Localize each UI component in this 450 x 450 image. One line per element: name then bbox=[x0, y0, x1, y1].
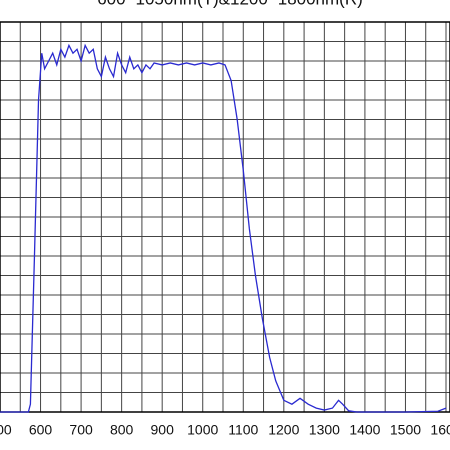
series-line bbox=[0, 43, 447, 413]
x-tick-label: 600 bbox=[29, 422, 53, 438]
x-tick-label: 900 bbox=[151, 422, 175, 438]
x-tick-label: 1000 bbox=[187, 422, 218, 438]
x-tick-label: 800 bbox=[110, 422, 134, 438]
x-tick-label: 1500 bbox=[390, 422, 421, 438]
chart-title: 600~1050nm(T)&1200~1800nm(R) bbox=[97, 0, 363, 8]
plot-frame bbox=[0, 21, 450, 413]
x-tick-label: 1200 bbox=[268, 422, 299, 438]
x-tick-label: 1400 bbox=[349, 422, 380, 438]
x-tick-label: 1600 bbox=[430, 422, 450, 438]
x-tick-label: 500 bbox=[0, 422, 12, 438]
x-tick-label: 1100 bbox=[228, 422, 258, 438]
x-tick-label: 1300 bbox=[309, 422, 340, 438]
x-tick-label: 700 bbox=[69, 422, 93, 438]
